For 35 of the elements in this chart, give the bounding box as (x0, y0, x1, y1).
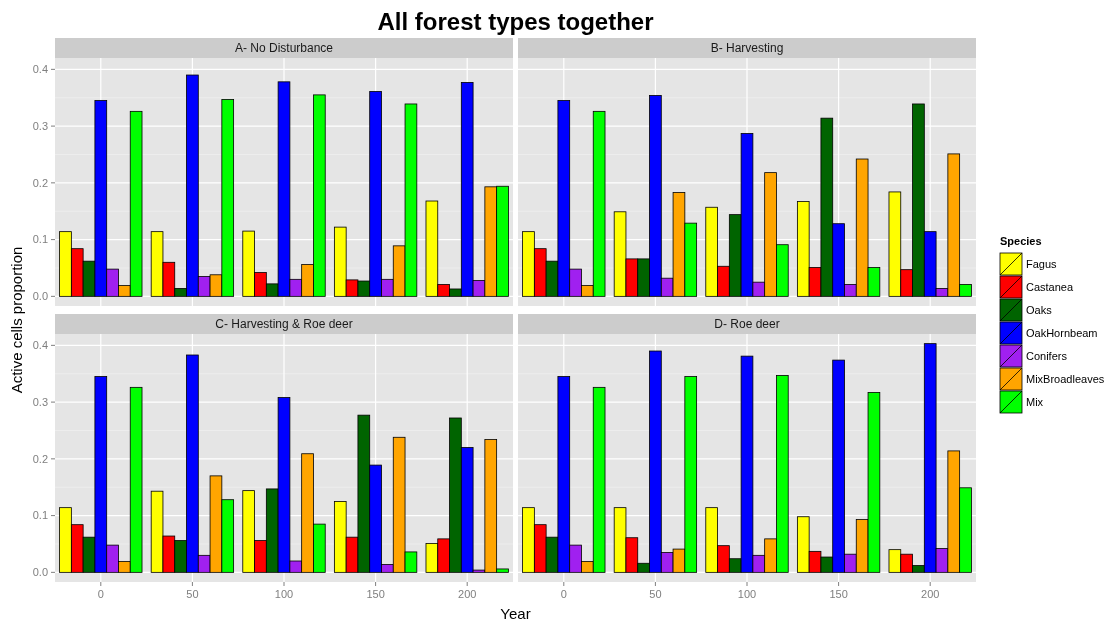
x-tick-label: 50 (186, 588, 199, 600)
x-tick-label: 150 (829, 588, 848, 600)
text: All forest types together (377, 8, 654, 35)
y-tick-label: 0.2 (32, 176, 48, 189)
y-tick-label: 0.2 (32, 452, 48, 465)
y-tick-label: 0.0 (32, 566, 48, 579)
chart-title: A- No Disturbance (234, 41, 334, 55)
legend-label: Conifers (1026, 350, 1068, 362)
y-tick-label: 0.3 (32, 119, 48, 132)
legend-label: Oaks (1026, 304, 1053, 316)
y-tick-label: 0.1 (32, 509, 48, 522)
x-tick-label: 100 (737, 588, 757, 600)
legend-label: MixBroadleaves (1026, 373, 1105, 385)
x-tick-label: 50 (649, 588, 662, 600)
y-tick-label: 0.0 (32, 290, 48, 303)
x-tick-label: 0 (560, 588, 567, 600)
y-tick-label: 0.4 (32, 63, 48, 76)
x-tick-label: 0 (97, 588, 104, 600)
chart-title: C- Harvesting & Roe deer (215, 317, 353, 331)
y-tick-label: 0.4 (32, 339, 48, 352)
y-tick-label: 0.3 (32, 395, 48, 408)
x-tick-label: 200 (921, 588, 940, 600)
chart-title: D- Roe deer (714, 317, 780, 331)
x-axis-title: Year (500, 605, 531, 622)
x-tick-label: 200 (458, 588, 477, 600)
x-tick-label: 100 (274, 588, 294, 600)
legend-label: Mix (1026, 396, 1044, 408)
chart-title: B- Harvesting (710, 41, 784, 55)
x-tick-label: 150 (366, 588, 385, 600)
y-axis-title: Active cells proportion (8, 246, 25, 394)
legend-title: Species (1000, 235, 1042, 247)
y-tick-label: 0.1 (32, 233, 48, 246)
legend-label: OakHornbeam (1026, 327, 1098, 339)
legend-label: Fagus (1026, 258, 1058, 270)
legend-label: Castanea (1026, 281, 1074, 293)
